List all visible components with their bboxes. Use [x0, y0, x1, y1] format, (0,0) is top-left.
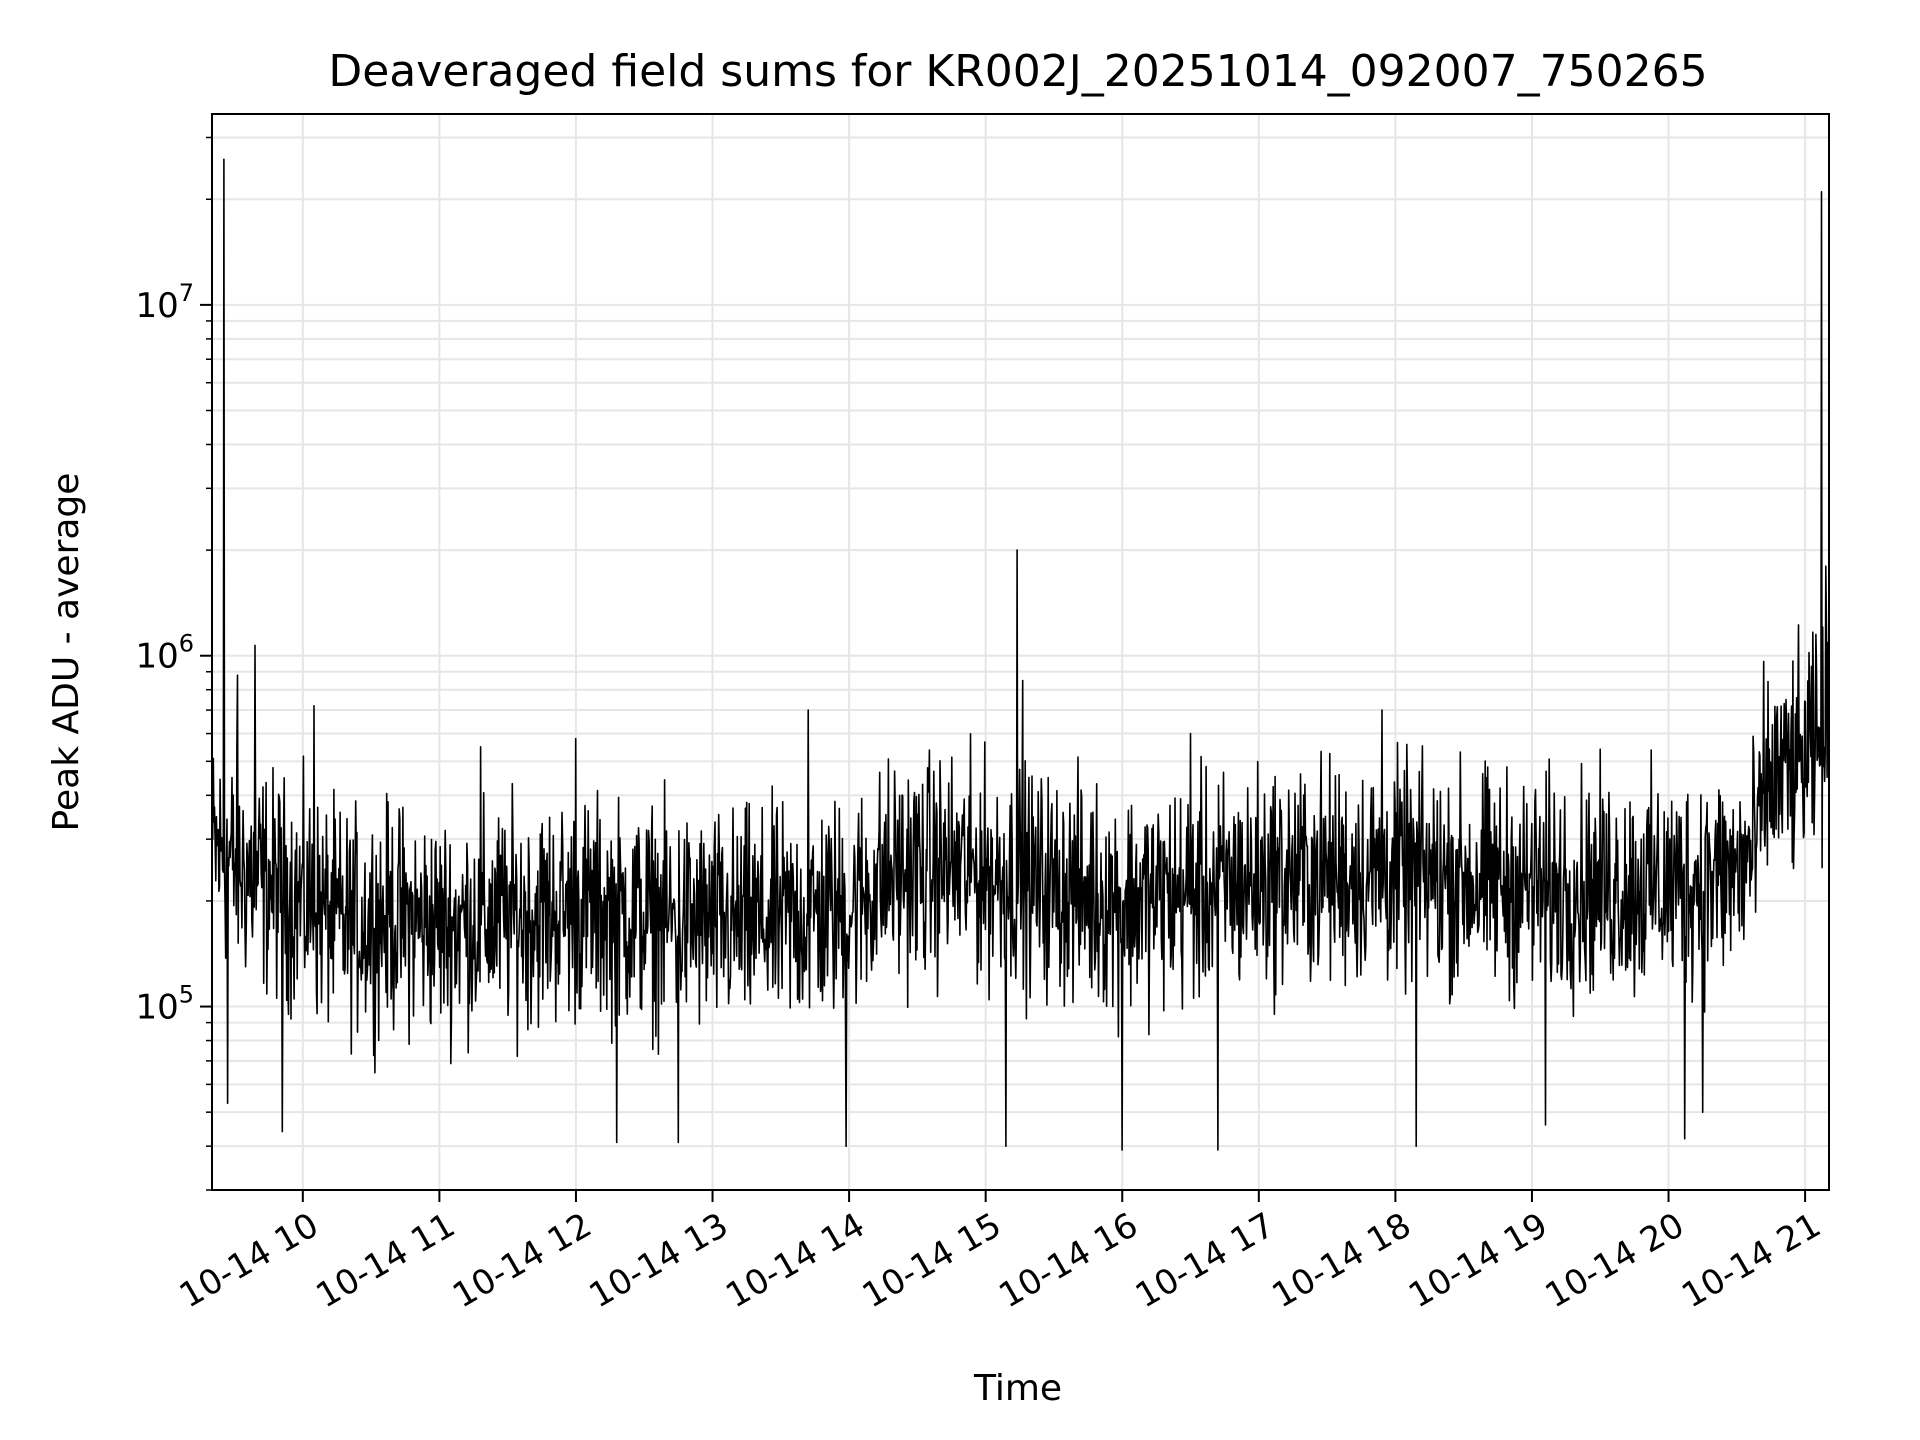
plot-area: [211, 158, 1830, 1151]
y-tick-label: 105: [135, 981, 194, 1028]
y-tick-label: 106: [135, 630, 194, 677]
series-line: [211, 158, 1830, 1151]
x-axis-label: Time: [973, 1368, 1062, 1409]
plot-frame: [211, 113, 1830, 1191]
y-tick-label: 107: [135, 279, 194, 326]
y-axis-label: Peak ADU - average: [46, 473, 87, 832]
chart-title: Deaveraged field sums for KR002J_2025101…: [328, 46, 1707, 97]
